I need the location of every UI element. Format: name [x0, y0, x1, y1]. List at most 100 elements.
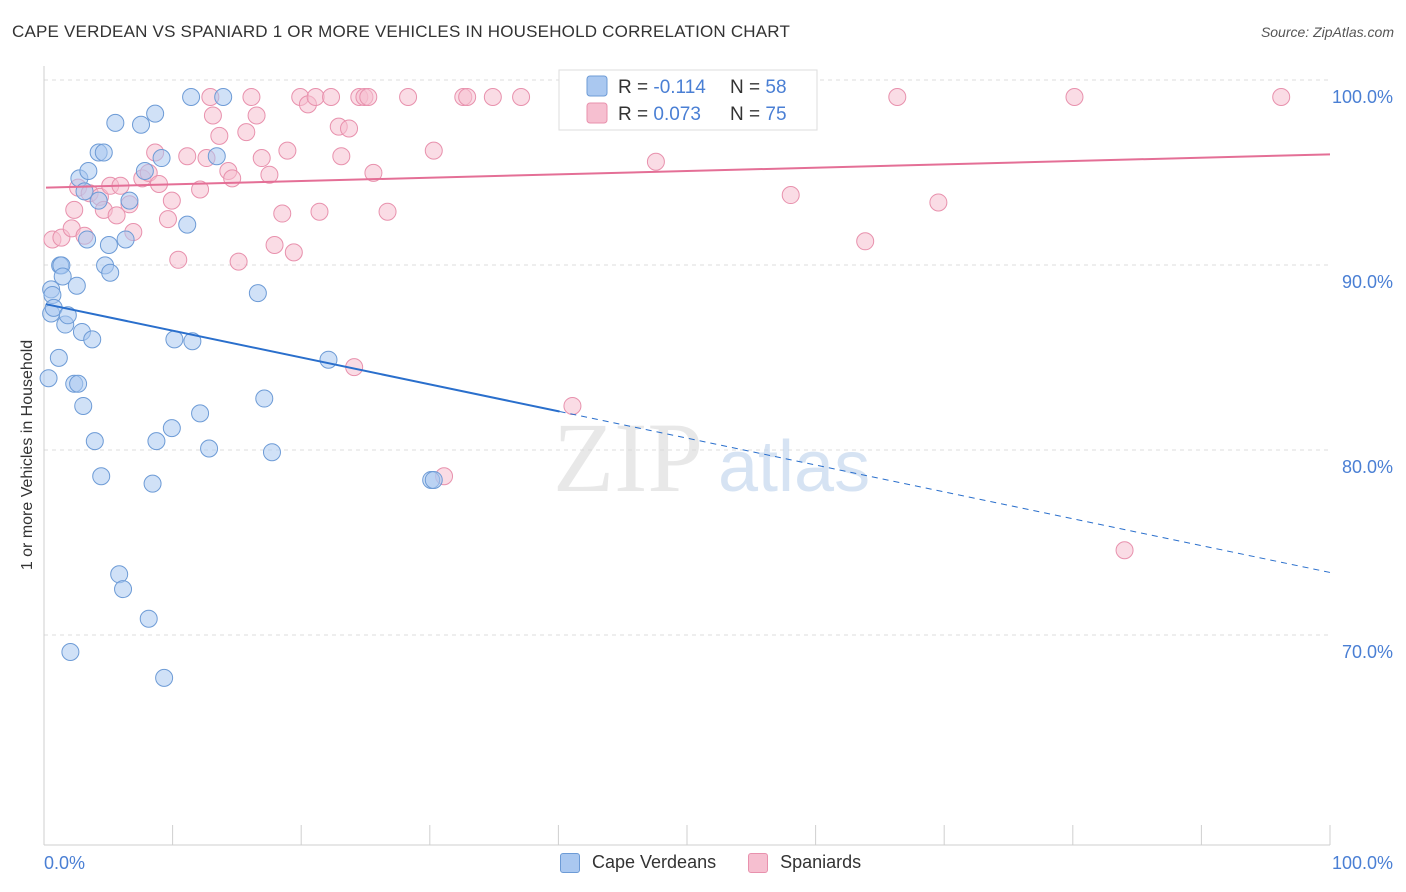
spaniard-point[interactable] — [563, 396, 582, 415]
cape-verdean-point[interactable] — [143, 474, 162, 493]
spaniard-point[interactable] — [273, 204, 292, 223]
spaniard-point[interactable] — [929, 193, 948, 212]
x-tick-label: 0.0% — [44, 853, 85, 873]
spaniard-point[interactable] — [399, 88, 418, 106]
spaniard-point[interactable] — [237, 123, 256, 142]
spaniard-point[interactable] — [856, 232, 875, 251]
cape-verdean-point[interactable] — [94, 143, 113, 162]
cape-verdean-point[interactable] — [69, 374, 88, 393]
stats-legend-text: R = -0.114 N = 58 — [618, 77, 787, 98]
spaniard-trendline — [45, 153, 1331, 189]
cape-verdean-point[interactable] — [114, 580, 133, 599]
spaniard-point[interactable] — [191, 180, 210, 199]
spaniard-point[interactable] — [424, 141, 443, 160]
cape-verdean-point[interactable] — [67, 276, 86, 295]
stats-legend-swatch — [586, 75, 608, 97]
legend-item-cape-verdeans[interactable]: Cape Verdeans — [560, 852, 716, 873]
cape-verdean-point[interactable] — [74, 396, 93, 415]
cape-verdean-point[interactable] — [120, 191, 139, 210]
spaniard-point[interactable] — [210, 126, 229, 145]
cape-verdean-point[interactable] — [183, 332, 202, 351]
cape-verdean-point[interactable] — [135, 162, 154, 180]
spaniard-point[interactable] — [1272, 88, 1291, 106]
watermark-zip: ZIP — [553, 402, 703, 513]
spaniard-point[interactable] — [646, 152, 665, 171]
cape-verdean-point[interactable] — [152, 149, 171, 168]
cape-verdean-point[interactable] — [116, 230, 135, 249]
cape-verdean-point[interactable] — [146, 104, 165, 123]
spaniard-point[interactable] — [483, 88, 502, 106]
spaniard-point[interactable] — [332, 147, 351, 166]
spaniard-point[interactable] — [310, 202, 329, 221]
cape-verdean-point[interactable] — [78, 230, 97, 249]
spaniard-point[interactable] — [229, 252, 248, 271]
cape-verdean-point[interactable] — [147, 432, 166, 451]
cape-verdean-point[interactable] — [248, 284, 267, 303]
spaniard-point[interactable] — [1065, 88, 1084, 106]
spaniard-point[interactable] — [252, 149, 271, 168]
spaniard-point[interactable] — [1115, 541, 1134, 560]
cape-verdean-point[interactable] — [79, 162, 98, 180]
cape-verdean-point[interactable] — [262, 443, 281, 462]
cape-verdean-point[interactable] — [200, 439, 219, 458]
cape-verdean-point[interactable] — [155, 668, 174, 687]
y-tick-label: 100.0% — [1332, 87, 1393, 107]
cape-verdean-point[interactable] — [139, 609, 158, 628]
cape-verdean-point[interactable] — [99, 236, 118, 254]
cape-verdean-point[interactable] — [61, 643, 80, 661]
spaniard-point[interactable] — [265, 236, 284, 254]
cape-verdean-point[interactable] — [178, 215, 197, 234]
spaniard-point[interactable] — [203, 106, 222, 125]
cape-verdean-point[interactable] — [92, 467, 111, 486]
spaniard-point[interactable] — [888, 88, 907, 106]
cape-verdean-point[interactable] — [182, 88, 201, 106]
spaniard-point[interactable] — [247, 106, 266, 125]
spaniard-point[interactable] — [378, 202, 397, 221]
spaniard-point[interactable] — [278, 141, 297, 160]
spaniard-point[interactable] — [162, 191, 181, 210]
spaniard-point[interactable] — [306, 88, 325, 106]
cape-verdean-point[interactable] — [83, 330, 102, 349]
spaniard-point[interactable] — [260, 165, 279, 184]
cape-verdean-point[interactable] — [255, 389, 274, 408]
spaniard-point[interactable] — [340, 119, 359, 138]
legend-label-cape-verdeans: Cape Verdeans — [592, 852, 717, 872]
cape-verdean-point[interactable] — [49, 348, 68, 367]
cape-verdean-point[interactable] — [106, 113, 125, 132]
cape-verdean-point[interactable] — [89, 191, 108, 210]
spaniard-point[interactable] — [178, 147, 197, 166]
cape-verdean-point[interactable] — [132, 115, 151, 134]
cape-verdean-point[interactable] — [162, 419, 181, 438]
cape-verdean-point[interactable] — [53, 267, 72, 286]
cape-verdean-point[interactable] — [85, 432, 104, 451]
spaniard-point[interactable] — [284, 243, 303, 262]
cape-verdean-point[interactable] — [214, 88, 233, 106]
spaniard-point[interactable] — [781, 186, 800, 205]
cape-verdean-point[interactable] — [165, 330, 184, 349]
cape-verdean-point[interactable] — [101, 263, 120, 282]
spaniard-point[interactable] — [65, 200, 84, 219]
cape-verdean-point[interactable] — [39, 369, 58, 388]
cape-verdean-point[interactable] — [191, 404, 210, 423]
cape-verdean-point[interactable] — [110, 565, 129, 584]
legend-item-spaniards[interactable]: Spaniards — [748, 852, 861, 873]
cape-verdean-point[interactable] — [424, 470, 443, 489]
spaniard-point[interactable] — [322, 88, 341, 106]
spaniard-point[interactable] — [512, 88, 531, 106]
spaniard-point[interactable] — [364, 163, 383, 182]
spaniard-point[interactable] — [158, 210, 177, 229]
spaniard-point[interactable] — [107, 206, 126, 225]
spaniard-point[interactable] — [169, 250, 188, 269]
spaniard-point[interactable] — [359, 88, 378, 106]
spaniard-point[interactable] — [458, 88, 477, 106]
bottom-legend: Cape Verdeans Spaniards — [560, 852, 893, 873]
cape-verdean-point[interactable] — [207, 147, 226, 166]
spaniard-point[interactable] — [242, 88, 261, 106]
spaniard-point[interactable] — [223, 169, 242, 188]
legend-swatch-pink — [748, 852, 769, 873]
stats-legend-swatch — [586, 102, 608, 124]
cape-verdean-point[interactable] — [319, 350, 338, 369]
cape-verdean-point[interactable] — [58, 306, 77, 325]
x-tick-label: 100.0% — [1332, 853, 1393, 873]
